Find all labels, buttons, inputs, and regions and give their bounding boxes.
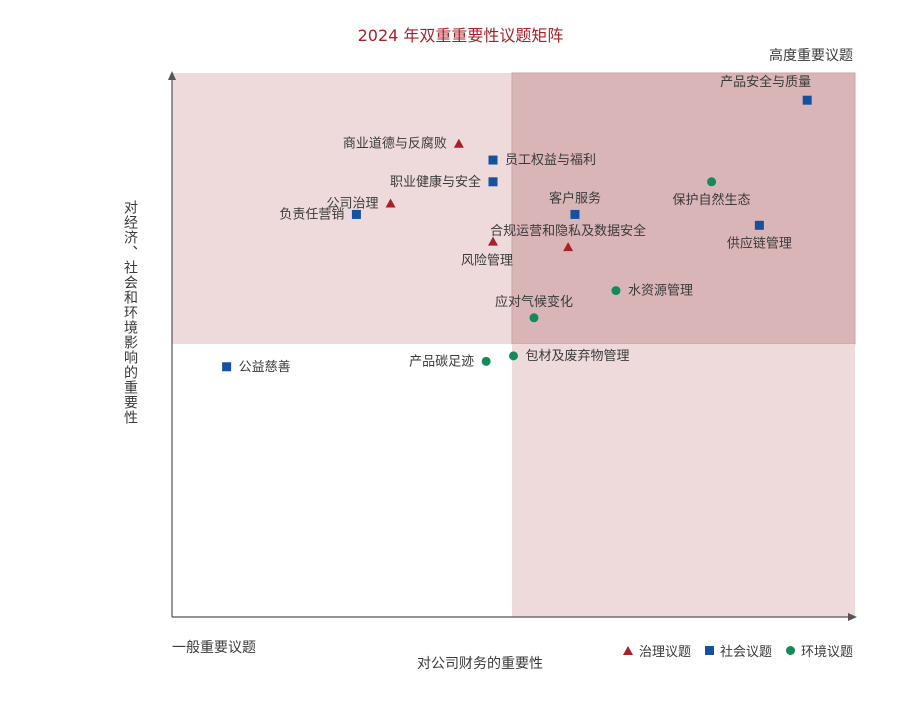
point-label: 商业道德与反腐败: [343, 137, 447, 152]
point-marker-governance: [488, 236, 499, 246]
point-marker-governance: [453, 138, 464, 148]
legend-item-environment: 环境议题: [785, 641, 853, 660]
point-marker-environment: [509, 351, 518, 361]
legend-label-governance: 治理议题: [638, 645, 691, 660]
point-marker-social: [802, 95, 812, 105]
point-label: 产品安全与质量: [720, 74, 811, 90]
quadrant-top-right: [511, 72, 856, 345]
triangle-marker-icon: [622, 646, 633, 655]
point-marker-governance: [385, 198, 396, 208]
square-marker-icon: [704, 646, 714, 655]
point-label: 水资源管理: [628, 284, 693, 299]
point-label: 合规运营和隐私及数据安全: [490, 223, 646, 239]
y-axis-label: 对经济、社会和环境影响的重要性: [122, 200, 138, 425]
circle-marker-icon: [785, 646, 795, 655]
point-label: 产品碳足迹: [409, 354, 474, 369]
point-marker-environment: [707, 177, 717, 187]
point-marker-social: [570, 209, 580, 219]
point-marker-social: [488, 177, 498, 187]
point-label: 负责任营销: [279, 207, 344, 222]
point-marker-social: [222, 362, 232, 372]
quadrant-bottom-right: [512, 344, 855, 617]
point-marker-environment: [529, 313, 539, 323]
point-label: 公益慈善: [239, 359, 291, 375]
point-marker-social: [488, 155, 498, 165]
quadrant-top-left: [172, 73, 512, 344]
point-marker-environment: [481, 356, 491, 366]
point-marker-environment: [611, 286, 621, 296]
point-label: 供应链管理: [727, 235, 792, 251]
point-marker-social: [351, 209, 361, 219]
point-label: 应对气候变化: [495, 294, 573, 310]
x-axis-label: 对公司财务的重要性: [417, 656, 543, 672]
chart-title: 2024 年双重重要性议题矩阵: [357, 26, 564, 45]
point-marker-social: [754, 220, 764, 230]
legend-label-social: 社会议题: [719, 645, 772, 660]
point-marker-governance: [563, 242, 574, 252]
y-axis-arrow: [168, 71, 176, 80]
legend-item-governance: 治理议题: [622, 641, 691, 660]
general-importance-label: 一般重要议题: [172, 640, 256, 656]
point-label: 职业健康与安全: [390, 174, 481, 190]
point-label: 公司治理: [327, 197, 379, 212]
high-importance-label: 高度重要议题: [769, 48, 853, 64]
legend: 治理议题 社会议题 环境议题: [622, 641, 853, 660]
point-label: 保护自然生态: [673, 192, 751, 208]
point-label: 客户服务: [549, 190, 601, 206]
legend-label-environment: 环境议题: [800, 645, 853, 660]
point-label: 包材及废弃物管理: [526, 348, 630, 364]
legend-item-social: 社会议题: [704, 641, 772, 660]
point-label: 员工权益与福利: [505, 152, 596, 168]
x-axis-arrow: [848, 613, 857, 621]
point-label: 风险管理: [461, 254, 513, 269]
